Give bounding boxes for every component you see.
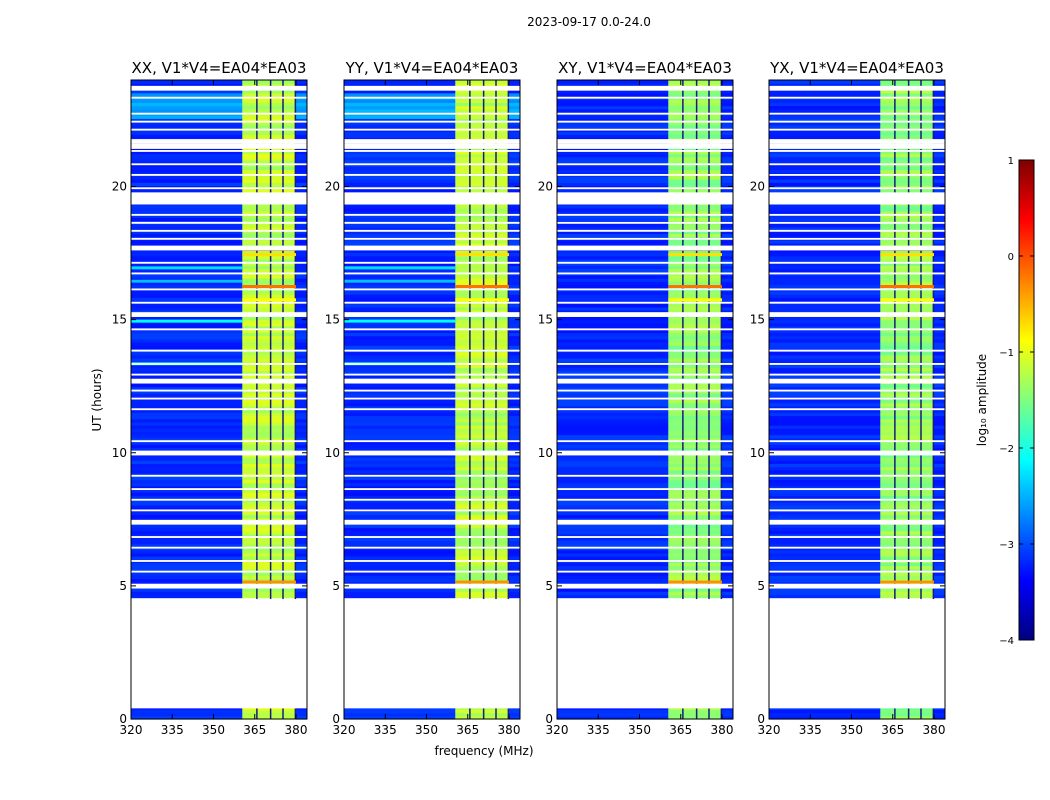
data-gap	[557, 599, 733, 709]
flagged-channels	[894, 80, 935, 719]
y-tick-label: 5	[757, 579, 765, 593]
panel-frame	[556, 79, 734, 720]
x-tick-label: 350	[202, 723, 225, 737]
colorbar-tick-label: 1	[1008, 156, 1014, 167]
panel-title: YY, V1*V4=EA04*EA03	[345, 59, 519, 77]
x-tick-label: 335	[587, 723, 610, 737]
x-tick-label: 335	[799, 723, 822, 737]
panel-title: XX, V1*V4=EA04*EA03	[132, 59, 307, 77]
x-tick-label: 320	[333, 723, 356, 737]
x-tick-label: 320	[120, 723, 143, 737]
data-gap	[131, 599, 307, 709]
y-tick-label: 5	[545, 579, 553, 593]
x-tick-label: 350	[415, 723, 438, 737]
y-tick-label: 10	[538, 446, 553, 460]
panels-group: XX, V1*V4=EA04*EA03 320 335 350 365 380 0 5 10 15…	[112, 59, 946, 737]
panel-frame	[768, 79, 946, 720]
y-tick-label: 0	[119, 712, 127, 726]
y-tick-label: 10	[750, 446, 765, 460]
x-tick-label: 380	[285, 723, 308, 737]
figure-title: 2023-09-17 0.0-24.0	[527, 15, 651, 29]
panel-title: YX, V1*V4=EA04*EA03	[769, 59, 944, 77]
y-tick-label: 0	[332, 712, 340, 726]
y-tick-label: 5	[332, 579, 340, 593]
y-tick-label: 20	[750, 180, 765, 194]
colorbar-tick-label: −2	[999, 444, 1014, 455]
x-tick-label: 365	[243, 723, 266, 737]
x-tick-label: 335	[161, 723, 184, 737]
data-gap	[769, 599, 945, 709]
colorbar-gradient	[1018, 159, 1035, 641]
panel-frame	[343, 79, 521, 720]
colorbar-label: log₁₀ amplitude	[975, 354, 989, 446]
data-gap	[344, 599, 520, 709]
y-tick-label: 15	[325, 313, 340, 327]
flagged-channels	[682, 80, 723, 719]
x-tick-label: 365	[669, 723, 692, 737]
panel-frame	[130, 79, 308, 720]
flagged-rows	[557, 85, 733, 589]
panel-yy: YY, V1*V4=EA04*EA03 320 335 350 365 380 0 5 10 15…	[325, 59, 521, 737]
x-tick-label: 380	[711, 723, 734, 737]
colorbar-tick-label: −3	[999, 540, 1014, 551]
x-tick-label: 350	[628, 723, 651, 737]
y-tick-label: 15	[538, 313, 553, 327]
colorbar-tick-label: 0	[1008, 252, 1014, 263]
x-tick-label: 365	[456, 723, 479, 737]
y-tick-label: 20	[325, 180, 340, 194]
panel-xx: XX, V1*V4=EA04*EA03 320 335 350 365 380 0 5 10 15…	[112, 59, 308, 737]
x-tick-label: 380	[923, 723, 946, 737]
y-tick-label: 20	[112, 180, 127, 194]
colorbar: 1 0 −1 −2 −3 −4 log₁₀ amplitude	[975, 156, 1035, 647]
colorbar-tick-label: −4	[999, 636, 1014, 647]
x-tick-label: 380	[498, 723, 521, 737]
y-tick-label: 20	[538, 180, 553, 194]
x-tick-label: 335	[374, 723, 397, 737]
panel-xy: XY, V1*V4=EA04*EA03 320 335 350 365 380 0 5 10 15…	[538, 59, 734, 737]
panel-title: XY, V1*V4=EA04*EA03	[558, 59, 732, 77]
flagged-channels	[256, 80, 297, 719]
colorbar-ticks: 1 0 −1 −2 −3 −4	[999, 156, 1034, 647]
y-tick-label: 10	[112, 446, 127, 460]
y-tick-label: 5	[119, 579, 127, 593]
x-axis-label: frequency (MHz)	[434, 744, 533, 758]
panel-yx: YX, V1*V4=EA04*EA03 320 335 350 365 380 0 5 10 15…	[750, 59, 946, 737]
colorbar-tick-label: −1	[999, 348, 1014, 359]
y-tick-label: 15	[750, 313, 765, 327]
y-axis-label: UT (hours)	[90, 368, 104, 431]
y-tick-label: 0	[545, 712, 553, 726]
flagged-channels	[469, 80, 510, 719]
y-tick-label: 15	[112, 313, 127, 327]
x-tick-label: 320	[758, 723, 781, 737]
flagged-rows	[769, 85, 945, 589]
flagged-rows	[131, 85, 307, 589]
flagged-rows	[344, 85, 520, 589]
y-tick-label: 10	[325, 446, 340, 460]
x-tick-label: 365	[881, 723, 904, 737]
x-tick-label: 320	[546, 723, 569, 737]
x-tick-label: 350	[840, 723, 863, 737]
y-tick-label: 0	[757, 712, 765, 726]
